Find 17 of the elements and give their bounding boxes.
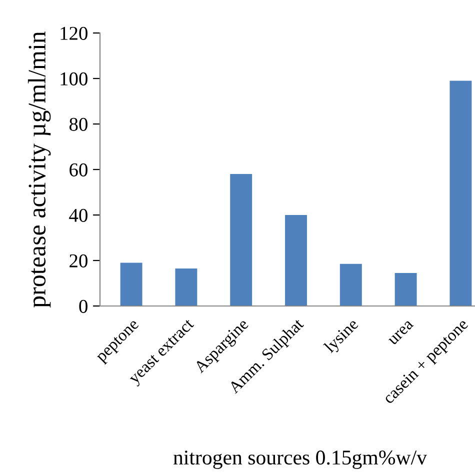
bar	[230, 174, 252, 306]
bar	[450, 80, 472, 306]
y-tick-label: 0	[79, 300, 88, 313]
x-tick-label: urea	[388, 320, 414, 346]
bar	[340, 264, 362, 306]
y-tick-label: 80	[69, 118, 88, 131]
y-axis-title: protease activity µg/ml/min	[28, 31, 51, 308]
bar	[394, 273, 417, 306]
bar	[175, 268, 198, 306]
y-tick-label: 100	[60, 72, 88, 86]
y-tick-label: 60	[70, 163, 88, 176]
bar	[120, 262, 142, 306]
y-tick-label: 20	[70, 254, 88, 268]
y-tick-label: 120	[60, 26, 88, 40]
x-axis-title: nitrogen sources 0.15gm%w/v	[173, 450, 428, 469]
y-tick-label: 40	[69, 208, 88, 222]
bar	[285, 215, 307, 306]
